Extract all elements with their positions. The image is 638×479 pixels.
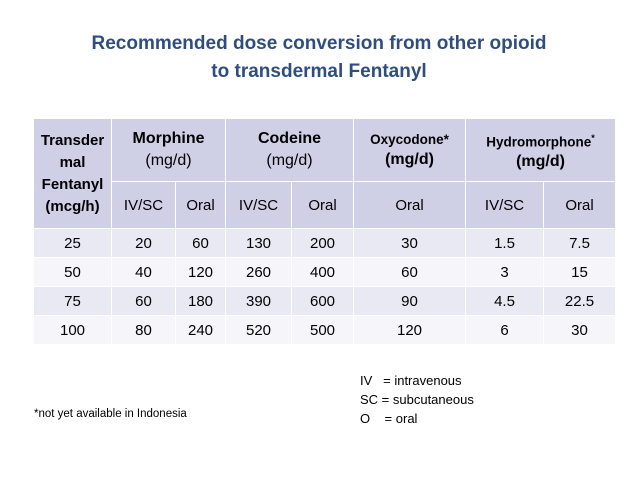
table-cell: 240: [175, 315, 226, 345]
table-cell: 6: [465, 315, 544, 345]
route-header: IV/SC: [465, 181, 544, 229]
table-cell: 30: [353, 228, 466, 258]
table-cell: 260: [225, 257, 292, 287]
table-cell: 90: [353, 286, 466, 316]
header-oxycodone: Oxycodone* (mg/d): [353, 118, 466, 182]
corner-line-2: mal: [59, 153, 86, 171]
table-cell: 60: [111, 286, 176, 316]
table-cell: 75: [33, 286, 112, 316]
drug-unit: (mg/d): [145, 152, 192, 169]
footnote: *not yet available in Indonesia: [34, 408, 187, 420]
table-cell: 20: [111, 228, 176, 258]
route-header: IV/SC: [111, 181, 176, 229]
dose-conversion-table: Transder mal Fentanyl (mcg/h) Morphine (…: [33, 118, 616, 345]
slide-title: Recommended dose conversion from other o…: [0, 30, 638, 86]
table-row: 100 80 240 520 500 120 6 30: [33, 315, 616, 345]
drug-name: Oxycodone*: [370, 132, 449, 147]
route-header: IV/SC: [225, 181, 292, 229]
table-cell: 4.5: [465, 286, 544, 316]
table-cell: 80: [111, 315, 176, 345]
drug-unit: (mg/d): [266, 152, 313, 169]
route-header: Oral: [175, 181, 226, 229]
table-cell: 500: [291, 315, 354, 345]
table-cell: 3: [465, 257, 544, 287]
title-line-1: Recommended dose conversion from other o…: [91, 33, 547, 54]
table-cell: 180: [175, 286, 226, 316]
table-cell: 100: [33, 315, 112, 345]
corner-line-4: (mcg/h): [45, 197, 100, 215]
table-row: 50 40 120 260 400 60 3 15: [33, 257, 616, 287]
drug-footnote-mark: *: [591, 132, 595, 143]
header-codeine: Codeine (mg/d): [225, 118, 354, 182]
table-cell: 25: [33, 228, 112, 258]
table-cell: 50: [33, 257, 112, 287]
table-cell: 40: [111, 257, 176, 287]
route-header: Oral: [543, 181, 616, 229]
drug-unit: (mg/d): [516, 153, 565, 171]
abbreviation-legend: IV = intravenous SC = subcutaneous O = o…: [360, 371, 474, 428]
header-hydromorphone: Hydromorphone* (mg/d): [465, 118, 616, 182]
table-cell: 30: [543, 315, 616, 345]
table-cell: 400: [291, 257, 354, 287]
legend-item: IV = intravenous: [360, 373, 462, 388]
table-cell: 600: [291, 286, 354, 316]
table-cell: 60: [175, 228, 226, 258]
table-cell: 200: [291, 228, 354, 258]
drug-name: Codeine: [257, 130, 322, 147]
table-cell: 1.5: [465, 228, 544, 258]
route-header: Oral: [291, 181, 354, 229]
corner-line-3: Fentanyl: [41, 175, 104, 193]
table-cell: 130: [225, 228, 292, 258]
table-cell: 15: [543, 257, 616, 287]
table-row: 75 60 180 390 600 90 4.5 22.5: [33, 286, 616, 316]
table-row: 25 20 60 130 200 30 1.5 7.5: [33, 228, 616, 258]
table-cell: 520: [225, 315, 292, 345]
route-header: Oral: [353, 181, 466, 229]
table-cell: 120: [353, 315, 466, 345]
table-cell: 60: [353, 257, 466, 287]
table-cell: 120: [175, 257, 226, 287]
title-line-2: to transdermal Fentanyl: [211, 61, 427, 82]
header-morphine: Morphine (mg/d): [111, 118, 226, 182]
legend-item: SC = subcutaneous: [360, 392, 474, 407]
corner-line-1: Transder: [40, 131, 105, 149]
drug-unit: (mg/d): [385, 151, 434, 168]
legend-item: O = oral: [360, 411, 418, 426]
header-transdermal-fentanyl: Transder mal Fentanyl (mcg/h): [33, 118, 112, 229]
drug-name: Morphine: [132, 130, 205, 147]
drug-name: Hydromorphone: [486, 134, 592, 150]
table-cell: 390: [225, 286, 292, 316]
table-cell: 22.5: [543, 286, 616, 316]
table-cell: 7.5: [543, 228, 616, 258]
